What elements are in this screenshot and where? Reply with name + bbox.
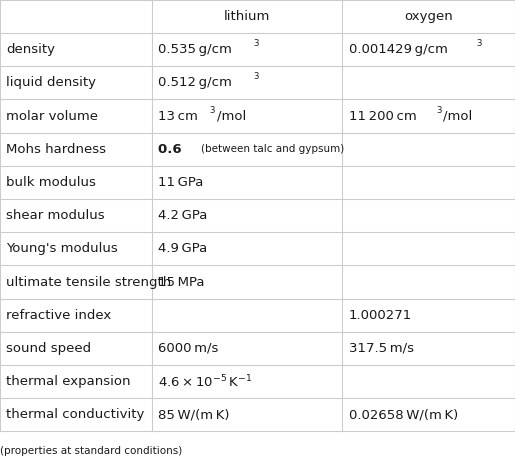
Text: 3: 3 [476,39,482,48]
Text: 15 MPa: 15 MPa [158,275,204,289]
Text: 6000 m/s: 6000 m/s [158,342,218,355]
Text: /mol: /mol [217,110,246,123]
Text: (properties at standard conditions): (properties at standard conditions) [0,446,182,456]
Text: oxygen: oxygen [404,10,453,23]
Text: 0.535 g/cm: 0.535 g/cm [158,43,232,56]
Text: 4.9 GPa: 4.9 GPa [158,242,208,255]
Text: liquid density: liquid density [6,76,96,90]
Text: thermal conductivity: thermal conductivity [6,409,145,421]
Text: bulk modulus: bulk modulus [6,176,96,189]
Text: 1.000271: 1.000271 [349,309,412,322]
Text: shear modulus: shear modulus [6,209,105,222]
Text: Young's modulus: Young's modulus [6,242,118,255]
Text: sound speed: sound speed [6,342,91,355]
Text: density: density [6,43,55,56]
Text: molar volume: molar volume [6,110,98,123]
Text: 0.001429 g/cm: 0.001429 g/cm [349,43,448,56]
Text: 0.512 g/cm: 0.512 g/cm [158,76,232,90]
Text: ultimate tensile strength: ultimate tensile strength [6,275,171,289]
Text: 3: 3 [253,73,259,81]
Text: 3: 3 [253,39,259,48]
Text: 11 GPa: 11 GPa [158,176,203,189]
Text: /mol: /mol [443,110,472,123]
Text: 0.02658 W/(m K): 0.02658 W/(m K) [349,409,458,421]
Text: 317.5 m/s: 317.5 m/s [349,342,414,355]
Text: Mohs hardness: Mohs hardness [6,143,106,156]
Text: lithium: lithium [224,10,270,23]
Text: 4.2 GPa: 4.2 GPa [158,209,208,222]
Text: 3: 3 [210,106,215,115]
Text: (between talc and gypsum): (between talc and gypsum) [200,144,344,154]
Text: 3: 3 [436,106,441,115]
Text: 13 cm: 13 cm [158,110,198,123]
Text: $4.6\times10^{-5}\,\mathrm{K}^{-1}$: $4.6\times10^{-5}\,\mathrm{K}^{-1}$ [158,373,252,390]
Text: 11 200 cm: 11 200 cm [349,110,417,123]
Text: 0.6: 0.6 [158,143,191,156]
Text: thermal expansion: thermal expansion [6,375,131,388]
Text: refractive index: refractive index [6,309,111,322]
Text: 85 W/(m K): 85 W/(m K) [158,409,230,421]
